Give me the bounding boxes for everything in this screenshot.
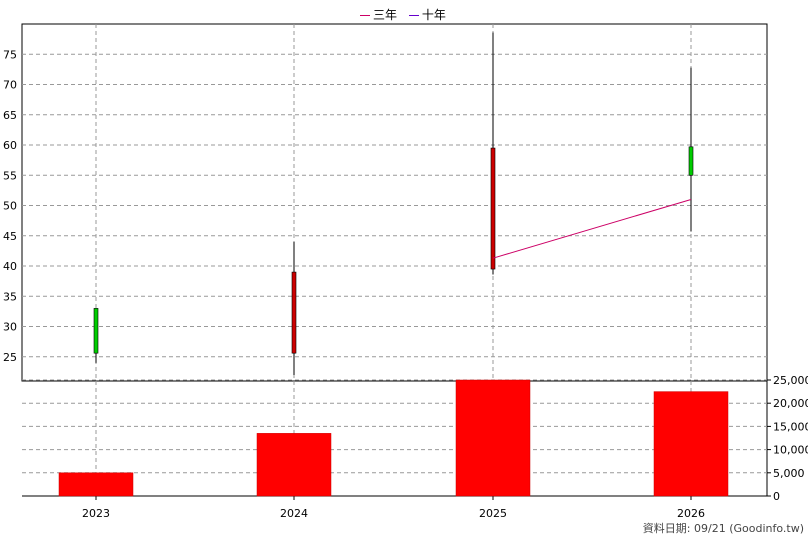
volume-bar bbox=[58, 472, 134, 497]
volume-bar bbox=[653, 391, 729, 497]
x-tick-label: 2023 bbox=[82, 507, 110, 520]
legend-swatch-three-year bbox=[360, 15, 370, 16]
legend-label-ten-year: 十年 bbox=[421, 8, 446, 22]
volume-tick-label: 5,000 bbox=[773, 467, 805, 480]
price-tick-label: 65 bbox=[3, 109, 17, 122]
candle-body bbox=[688, 146, 694, 176]
legend-label-three-year: 三年 bbox=[373, 8, 398, 22]
volume-tick-label: 15,000 bbox=[773, 420, 808, 433]
price-tick-label: 35 bbox=[3, 290, 17, 303]
price-tick-label: 45 bbox=[3, 230, 17, 243]
candle-body bbox=[93, 308, 99, 354]
volume-bar bbox=[455, 379, 531, 497]
legend-item-three-year: 三年 bbox=[360, 6, 397, 23]
price-tick-label: 70 bbox=[3, 79, 17, 92]
volume-bar bbox=[256, 433, 332, 497]
x-tick-label: 2024 bbox=[280, 507, 308, 520]
candle-body bbox=[490, 147, 496, 270]
price-tick-label: 50 bbox=[3, 200, 17, 213]
volume-tick-label: 10,000 bbox=[773, 444, 808, 457]
candle-body bbox=[291, 271, 297, 354]
three-year-line bbox=[492, 198, 692, 259]
price-tick-label: 40 bbox=[3, 260, 17, 273]
price-tick-label: 60 bbox=[3, 139, 17, 152]
volume-tick-label: 20,000 bbox=[773, 397, 808, 410]
price-tick-label: 75 bbox=[3, 48, 17, 61]
x-tick-label: 2026 bbox=[677, 507, 705, 520]
volume-tick-label: 25,000 bbox=[773, 374, 808, 387]
legend-item-ten-year: 十年 bbox=[408, 6, 446, 23]
legend-swatch-ten-year bbox=[408, 15, 419, 16]
volume-tick-label: 0 bbox=[773, 490, 780, 503]
price-tick-label: 55 bbox=[3, 169, 17, 182]
price-tick-label: 25 bbox=[3, 351, 17, 364]
price-tick-label: 30 bbox=[3, 321, 17, 334]
x-tick-label: 2025 bbox=[479, 507, 507, 520]
legend: 三年 十年 bbox=[360, 6, 454, 23]
data-date-footer: 資料日期: 09/21 (Goodinfo.tw) bbox=[642, 522, 804, 535]
price-plot-frame bbox=[21, 23, 768, 382]
